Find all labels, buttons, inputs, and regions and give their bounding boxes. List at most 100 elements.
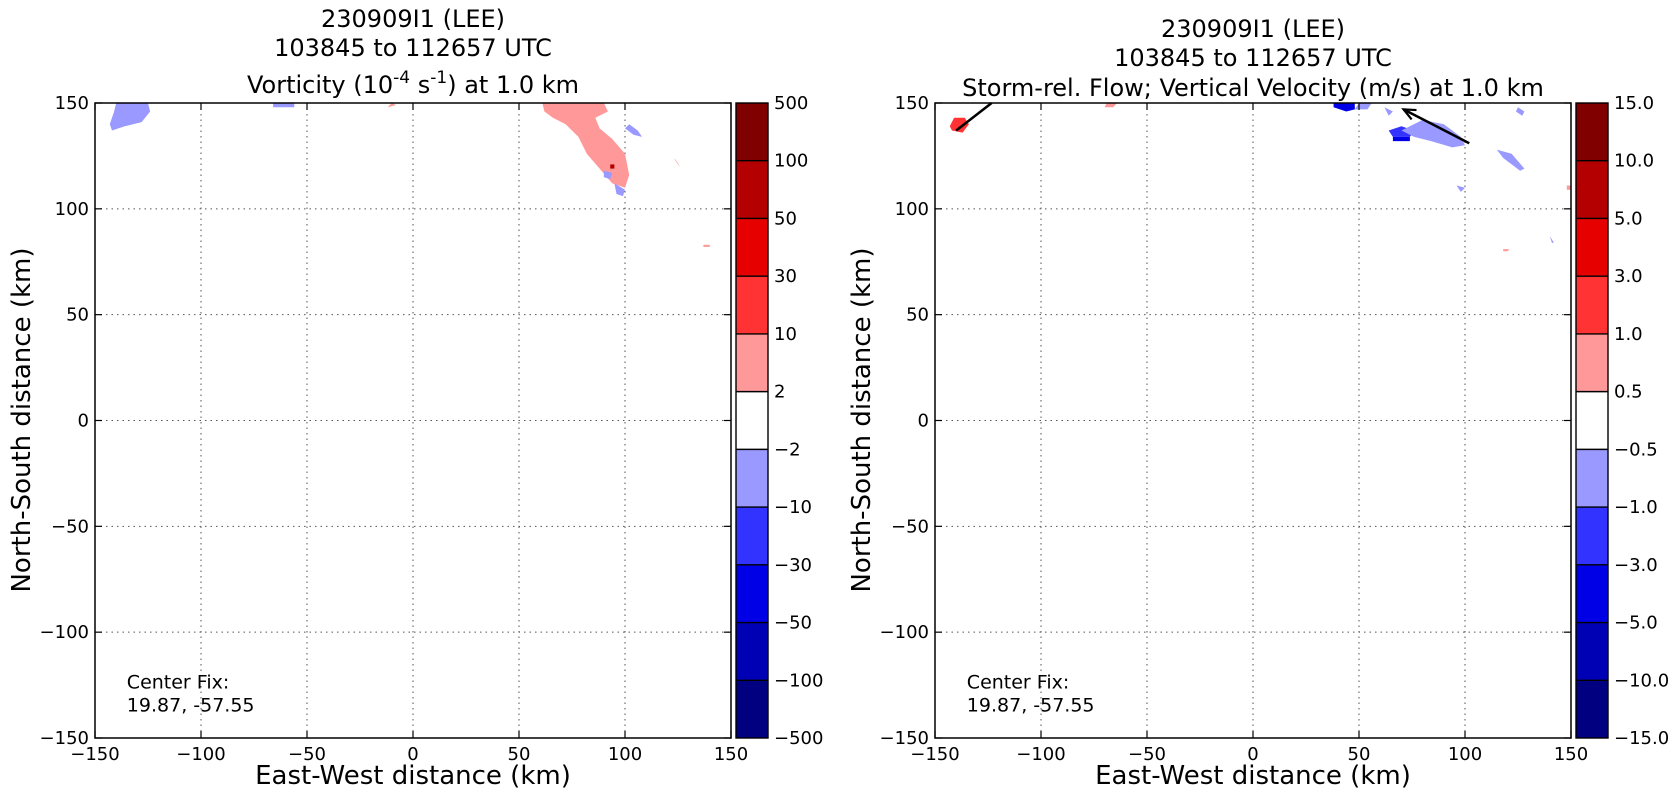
colorbar-band: [1576, 449, 1608, 508]
data-region: [1104, 103, 1118, 108]
y-tick-label: −100: [40, 622, 89, 643]
panel-title-line-3: Vorticity (10-4 s-1) at 1.0 km: [247, 68, 579, 99]
panel-title-line-3: Storm-rel. Flow; Vertical Velocity (m/s)…: [962, 74, 1544, 102]
vertical-velocity-panel: 230909I1 (LEE) 103845 to 112657 UTC Stor…: [847, 15, 1669, 791]
flow-vector: [955, 102, 993, 132]
colorbar-tick-label: −0.5: [1614, 439, 1658, 460]
x-axis-ticks: −150 −100 −50 0 50 100 150: [910, 103, 1588, 765]
y-tick-label: −150: [880, 728, 929, 749]
x-tick-label: −50: [1128, 744, 1166, 765]
data-region: [949, 117, 969, 133]
x-tick-label: 100: [1448, 744, 1482, 765]
flow-vector-head: [1401, 108, 1417, 121]
colorbar-band: [1576, 103, 1608, 161]
center-fix-label: Center Fix:: [967, 671, 1069, 693]
colorbar-band: [736, 276, 768, 334]
panel-title-line-2: 103845 to 112657 UTC: [274, 34, 552, 62]
x-axis-label: East-West distance (km): [1095, 761, 1411, 791]
colorbar-tick-label: 15.0: [1614, 93, 1654, 114]
flow-vector: [1402, 108, 1470, 145]
y-axis-ticks: −150 −100 −50 0 50 100 150: [40, 93, 731, 749]
colorbar-frame: [1575, 102, 1609, 739]
colorbar-tick-label: −500: [774, 728, 823, 749]
colorbar-band: [1576, 564, 1608, 623]
vorticity-field: [109, 103, 710, 247]
data-region: [387, 103, 396, 108]
data-region: [610, 164, 615, 169]
data-region: [1354, 103, 1372, 110]
colorbar-tick-label: 50: [774, 208, 797, 229]
colorbar-band: [736, 507, 768, 565]
data-region: [1384, 107, 1393, 116]
colorbar: −15.0 −10.0 −5.0 −3.0 −1.0 −0.5 0.5 1.0 3.0 5.0 10…: [1575, 93, 1669, 749]
panel-title-line-2: 103845 to 112657 UTC: [1114, 44, 1392, 72]
data-region: [542, 103, 630, 188]
colorbar-tick-label: −1.0: [1614, 497, 1658, 518]
colorbar-tick-label: 100: [774, 151, 808, 172]
data-region: [1333, 103, 1355, 112]
x-tick-label: 0: [407, 744, 418, 765]
data-region: [603, 170, 613, 180]
colorbar-band: [1576, 160, 1608, 219]
y-tick-label: −50: [51, 516, 89, 537]
y-tick-label: −50: [891, 516, 929, 537]
colorbar-band: [736, 333, 768, 392]
colorbar-tick-label: 3.0: [1614, 266, 1643, 287]
colorbar-tick-label: 10.0: [1614, 151, 1654, 172]
x-tick-label: 50: [1348, 744, 1371, 765]
center-fix-label: Center Fix:: [127, 671, 229, 693]
center-fix-value: 19.87, -57.55: [127, 694, 255, 716]
colorbar-tick-label: 500: [774, 93, 808, 114]
colorbar-band: [736, 449, 768, 508]
y-tick-label: 0: [918, 411, 929, 432]
vertical-velocity-field: [949, 103, 1571, 252]
colorbar-tick-label: −5.0: [1614, 613, 1658, 634]
y-axis-label: North-South distance (km): [847, 247, 877, 592]
x-tick-label: 50: [508, 744, 531, 765]
grid-lines: [95, 103, 731, 738]
colorbar-tick-label: 5.0: [1614, 208, 1643, 229]
data-region: [273, 103, 295, 108]
y-tick-label: 50: [906, 305, 929, 326]
colorbar-tick-label: −10: [774, 497, 812, 518]
colorbar-tick-label: −3.0: [1614, 555, 1658, 576]
data-region: [625, 124, 642, 137]
y-tick-label: 100: [55, 199, 89, 220]
x-tick-label: −100: [176, 744, 225, 765]
vorticity-panel: 230909I1 (LEE) 103845 to 112657 UTC Vort…: [7, 5, 823, 791]
x-axis-ticks: −150 −100 −50 0 50 100 150: [70, 103, 748, 765]
x-axis-label: East-West distance (km): [255, 761, 571, 791]
colorbar-band: [736, 680, 768, 738]
y-tick-label: 50: [66, 305, 89, 326]
colorbar-band: [1576, 333, 1608, 392]
data-region: [703, 244, 710, 247]
x-tick-label: 150: [714, 744, 748, 765]
colorbar-tick-label: 30: [774, 266, 797, 287]
colorbar-band: [736, 160, 768, 219]
y-axis-ticks: −150 −100 −50 0 50 100 150: [880, 93, 1571, 749]
data-region: [1503, 249, 1510, 252]
grid-lines: [935, 103, 1571, 738]
colorbar-band: [1576, 218, 1608, 277]
colorbar-band: [1576, 276, 1608, 334]
y-tick-label: 150: [55, 93, 89, 114]
colorbar-band: [736, 103, 768, 161]
x-tick-label: −150: [910, 744, 959, 765]
colorbar-tick-label: −10.0: [1614, 670, 1669, 691]
y-tick-label: −100: [880, 622, 929, 643]
colorbar-tick-label: −15.0: [1614, 728, 1669, 749]
colorbar-frame: [735, 102, 769, 739]
colorbar-band: [1576, 622, 1608, 681]
y-axis-label: North-South distance (km): [7, 247, 37, 592]
data-region: [1496, 149, 1525, 171]
data-region: [1566, 185, 1571, 190]
data-region: [614, 183, 625, 197]
y-tick-label: 0: [78, 411, 89, 432]
colorbar-band: [736, 391, 768, 450]
colorbar-tick-label: −50: [774, 613, 812, 634]
x-tick-label: 150: [1554, 744, 1588, 765]
x-tick-label: 100: [608, 744, 642, 765]
colorbar-tick-label: 0.5: [1614, 382, 1643, 403]
panel-title-line-1: 230909I1 (LEE): [321, 5, 505, 33]
colorbar: −500 −100 −50 −30 −10 −2 2 10 30 50 100 500: [735, 93, 823, 749]
